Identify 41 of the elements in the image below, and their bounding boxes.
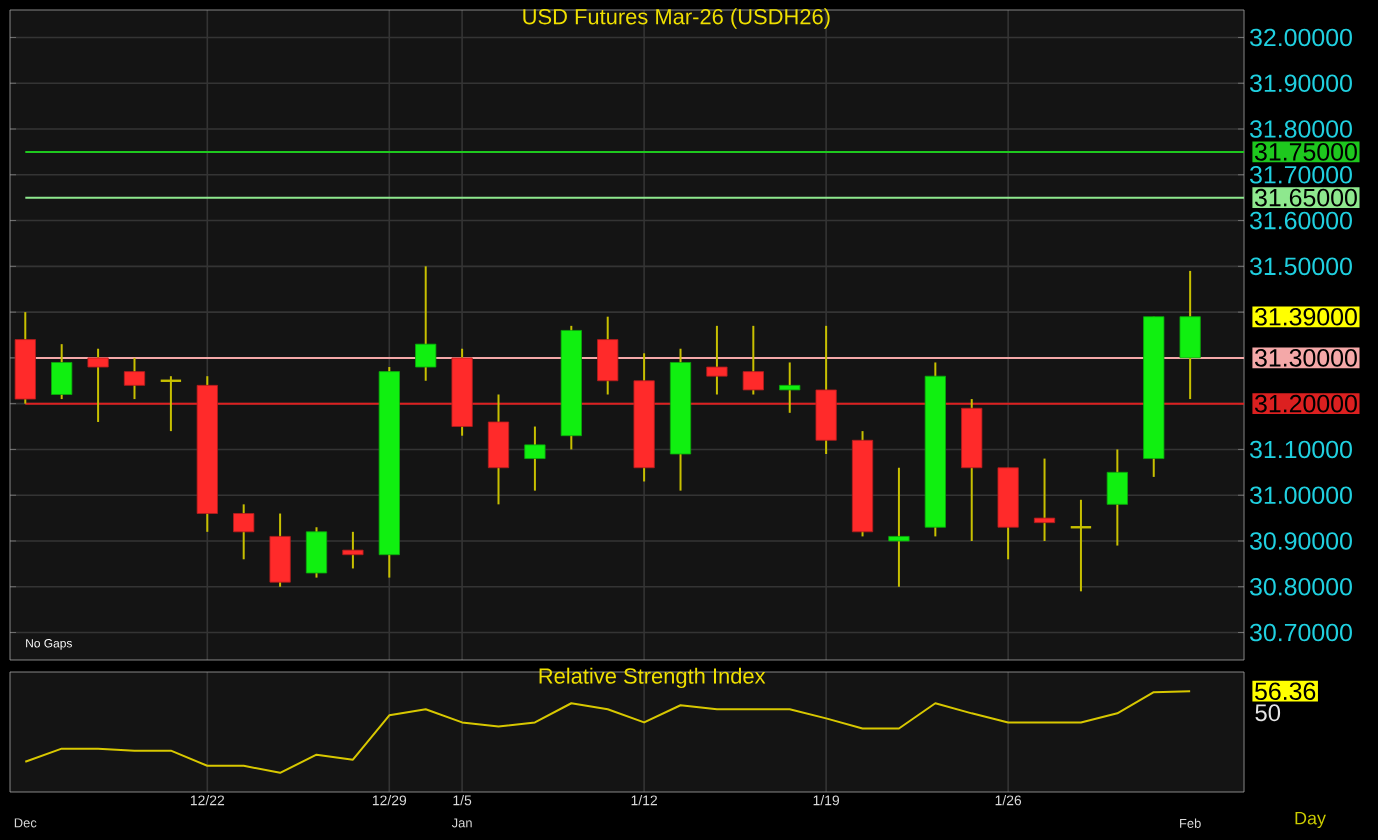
text: 31.39000 bbox=[1254, 307, 1357, 326]
candlestick bbox=[159, 375, 183, 433]
y-tick-label: 30.90000 bbox=[1250, 532, 1352, 550]
candlestick bbox=[487, 393, 510, 506]
chart-title: USD Futures Mar-26 (USDH26) bbox=[523, 8, 830, 29]
candlestick bbox=[1179, 269, 1201, 401]
candlestick bbox=[123, 356, 146, 401]
candlestick bbox=[51, 343, 73, 401]
y-tick-label: 30.70000 bbox=[1250, 623, 1352, 642]
candlestick bbox=[1033, 457, 1056, 542]
candlestick bbox=[779, 361, 801, 414]
y-tick-label: 31.10000 bbox=[1250, 440, 1352, 459]
text: 56.36 bbox=[1255, 682, 1316, 701]
ref-line-label: 31.20000 bbox=[1254, 394, 1357, 413]
candlestick bbox=[1106, 448, 1128, 547]
text: 50 bbox=[1255, 704, 1281, 722]
candlestick bbox=[415, 265, 437, 382]
y-tick-label: 31.80000 bbox=[1250, 120, 1352, 138]
candlestick bbox=[233, 503, 255, 561]
text: Day bbox=[1295, 811, 1326, 829]
candlestick bbox=[305, 526, 328, 579]
candlestick bbox=[888, 466, 910, 588]
ref-line-label: 31.75000 bbox=[1254, 143, 1357, 161]
y-tick-label: 31.70000 bbox=[1250, 165, 1352, 184]
candlestick bbox=[742, 324, 764, 396]
candlestick bbox=[342, 530, 364, 570]
y-tick-label: 31.90000 bbox=[1250, 74, 1352, 93]
candlestick bbox=[269, 512, 291, 588]
ref-line-label: 31.30000 bbox=[1254, 349, 1357, 367]
candlestick bbox=[524, 425, 546, 492]
y-tick-label: 32.00000 bbox=[1250, 28, 1352, 47]
y-tick-label: 31.00000 bbox=[1250, 486, 1352, 505]
candlestick bbox=[706, 324, 728, 396]
y-tick-label: 31.50000 bbox=[1250, 257, 1352, 276]
candlestick bbox=[597, 315, 619, 396]
y-tick-label: 31.60000 bbox=[1250, 211, 1352, 230]
candlestick bbox=[87, 347, 109, 423]
candlestick bbox=[1069, 498, 1093, 593]
chart-title: Relative Strength Index bbox=[539, 667, 766, 689]
ref-line-label: 31.65000 bbox=[1254, 188, 1357, 207]
y-tick-label: 30.80000 bbox=[1250, 577, 1352, 596]
